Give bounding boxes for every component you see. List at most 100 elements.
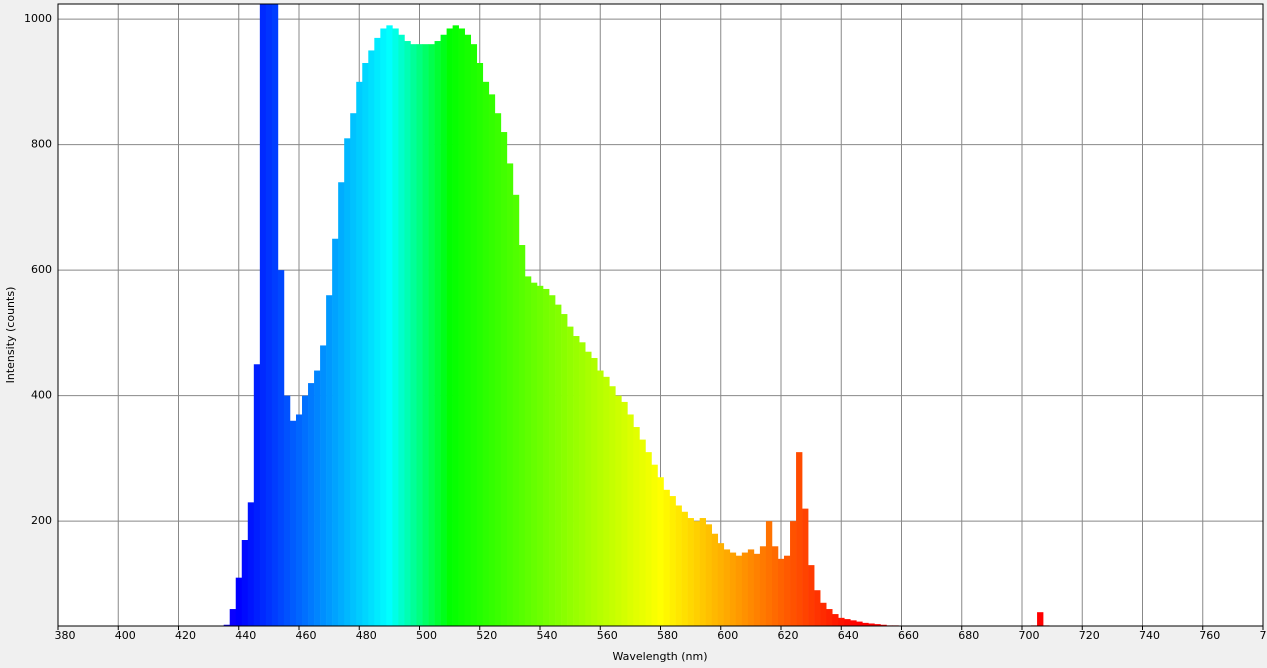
spectrum-bar — [253, 364, 261, 626]
spectrum-bar — [621, 401, 628, 626]
spectrum-bar — [820, 602, 827, 626]
spectrum-bar — [832, 614, 839, 626]
x-tick-label: 680 — [958, 629, 979, 642]
spectrum-bar — [579, 342, 586, 626]
spectrum-bar — [615, 395, 622, 626]
spectrum-bar — [452, 25, 459, 626]
spectrum-bar — [567, 326, 574, 626]
x-tick-label: 740 — [1139, 629, 1160, 642]
spectrum-bar — [826, 609, 833, 626]
y-tick-label: 1000 — [24, 12, 52, 25]
y-tick-label: 200 — [31, 514, 52, 527]
spectrum-bar — [271, 4, 279, 626]
spectrum-bar — [362, 62, 369, 627]
spectrum-bar — [289, 420, 297, 626]
spectrum-bar — [777, 558, 785, 626]
spectrum-bar — [470, 44, 478, 626]
spectrum-bar — [814, 590, 821, 626]
spectrum-bar — [308, 383, 315, 626]
spectrum-bar — [247, 502, 255, 626]
spectrum-bar — [555, 304, 562, 626]
spectrum-bar — [711, 533, 719, 626]
spectrum-bar — [790, 521, 797, 626]
x-tick-label: 660 — [898, 629, 919, 642]
spectrum-bar — [488, 94, 496, 627]
spectrum-bar — [639, 439, 646, 626]
spectrum-bar — [765, 521, 773, 626]
spectrum-bar — [844, 619, 851, 626]
x-tick-label: 720 — [1079, 629, 1100, 642]
spectrum-bar — [332, 238, 339, 626]
spectrum-bar — [356, 81, 363, 627]
spectrum-bar — [687, 518, 694, 626]
spectrum-bar — [404, 41, 411, 627]
spectrum-bar — [645, 452, 652, 626]
spectrum-bar — [753, 553, 761, 626]
x-tick-label: 700 — [1019, 629, 1040, 642]
spectrum-bar — [259, 4, 267, 626]
spectrum-bar — [518, 245, 526, 626]
x-tick-label: 640 — [838, 629, 859, 642]
spectrum-bar — [627, 414, 634, 626]
spectrum-bar — [410, 44, 417, 626]
x-tick-label: 380 — [55, 629, 76, 642]
x-tick-label: 540 — [537, 629, 558, 642]
spectrum-bar — [838, 617, 845, 626]
x-tick-label: 460 — [296, 629, 317, 642]
spectrum-bar — [494, 113, 502, 627]
x-tick-label: 620 — [778, 629, 799, 642]
spectrum-bar — [657, 477, 664, 626]
spectrum-bar — [277, 270, 285, 626]
plot-frame — [57, 3, 1264, 627]
spectrum-bar — [591, 357, 598, 626]
spectrum-bar — [603, 376, 610, 626]
spectrum-bar — [374, 37, 381, 626]
spectrum-bar — [705, 524, 713, 626]
spectrum-bar — [314, 370, 321, 626]
spectrum-bar — [729, 552, 737, 626]
spectrum-bar — [741, 552, 749, 626]
spectrum-bar — [802, 508, 809, 626]
spectrum-bar — [549, 295, 556, 626]
spectrum-bar — [344, 138, 351, 627]
spectrum-bar — [723, 549, 731, 626]
x-tick-label: 400 — [115, 629, 136, 642]
spectrum-bar — [524, 276, 532, 626]
y-axis-label: Intensity (counts) — [4, 287, 17, 384]
spectrum-bar — [735, 555, 743, 626]
spectrum-bar — [543, 288, 550, 626]
spectrum-bar — [368, 50, 375, 626]
spectrum-bar — [392, 28, 399, 626]
spectrum-bar — [796, 452, 803, 626]
x-tick-label: 760 — [1199, 629, 1220, 642]
spectrum-bar — [633, 427, 640, 626]
spectrum-bar — [338, 182, 345, 627]
spectrum-bar — [663, 489, 670, 626]
spectrum-bar — [512, 194, 520, 627]
spectrum-bar — [669, 496, 676, 626]
spectrum-bar — [326, 295, 333, 626]
spectrum-bar — [229, 609, 237, 626]
spectrum-bar — [530, 282, 538, 626]
spectrum-bar — [771, 546, 779, 626]
spectrum-bar — [585, 351, 592, 626]
spectrum-bar — [874, 624, 881, 626]
y-tick-label: 400 — [31, 389, 52, 402]
spectrum-bar — [609, 386, 616, 626]
y-tick-label: 800 — [31, 138, 52, 151]
x-tick-label: 440 — [235, 629, 256, 642]
spectrum-bar — [862, 622, 869, 626]
spectrum-bar — [808, 565, 815, 626]
spectrum-bar — [681, 511, 688, 626]
spectrum-bar — [573, 336, 580, 626]
x-tick-label: 560 — [597, 629, 618, 642]
spectrum-bar — [235, 577, 243, 626]
spectrum-bar — [536, 285, 544, 626]
x-tick-label: 420 — [175, 629, 196, 642]
spectrum-bar — [440, 34, 447, 627]
y-tick-label: 600 — [31, 263, 52, 276]
spectrum-bar — [223, 624, 231, 626]
x-tick-label: 520 — [476, 629, 497, 642]
spectrum-bar — [398, 34, 405, 627]
x-tick-label: 480 — [356, 629, 377, 642]
